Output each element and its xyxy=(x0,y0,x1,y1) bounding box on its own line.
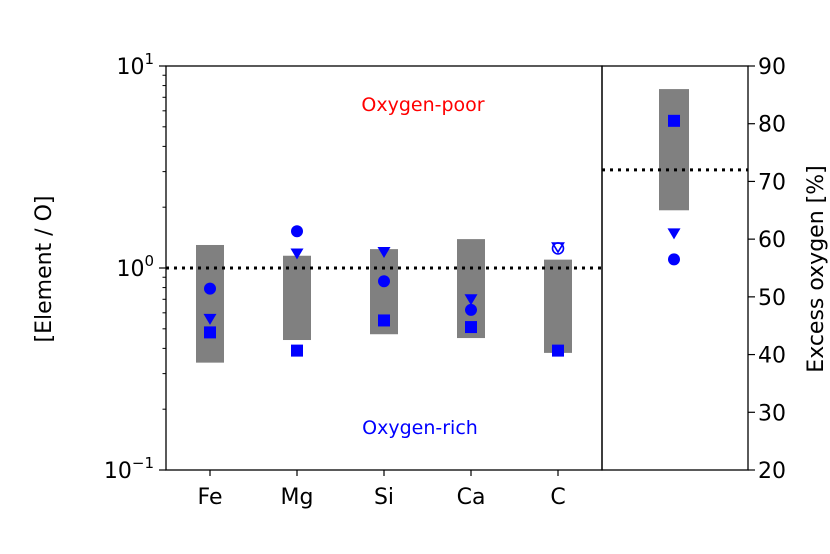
x-tick-label-mg: Mg xyxy=(281,485,314,510)
y-axis-left-label: [Element / O] xyxy=(32,196,57,343)
data-point-circle-fe xyxy=(204,282,216,295)
y-axis-right-label: Excess oxygen [%] xyxy=(804,165,829,372)
y-right-tick-label: 60 xyxy=(758,228,786,253)
side-panel-frame xyxy=(601,65,749,471)
data-point-square-mg xyxy=(291,344,303,357)
range-bar-excess-oxygen xyxy=(659,89,689,211)
data-point-square-fe xyxy=(204,326,216,339)
y-tick-label: 101 xyxy=(116,50,154,80)
data-point-square-c xyxy=(552,344,564,357)
annotation-oxygen-rich: Oxygen-rich xyxy=(362,417,478,439)
y-right-tick-label: 30 xyxy=(758,401,786,426)
y-right-tick-label: 40 xyxy=(758,344,786,369)
range-bar-fe xyxy=(196,244,224,363)
x-tick-label-si: Si xyxy=(374,485,394,510)
y-tick-label: 100 xyxy=(116,252,154,282)
data-point-open-triangle-c xyxy=(551,242,565,254)
data-point-triangle-ca xyxy=(464,294,478,306)
axis-ticks: Fe Mg Si Ca C 10−1 100 101 20 30 40 50 60 70 80 90 xyxy=(104,50,786,510)
y-right-tick-label: 80 xyxy=(758,113,786,138)
x-tick-label-ca: Ca xyxy=(457,485,486,510)
y-right-tick-label: 70 xyxy=(758,170,786,195)
y-right-tick-label: 20 xyxy=(758,459,786,484)
x-tick-label-c: C xyxy=(550,485,565,510)
y-tick-label: 10−1 xyxy=(104,454,154,484)
annotation-oxygen-poor: Oxygen-poor xyxy=(361,94,484,116)
data-point-square-ca xyxy=(465,321,477,334)
axis-frames xyxy=(165,65,749,471)
y-right-tick-label: 90 xyxy=(758,55,786,80)
y-right-tick-label: 50 xyxy=(758,286,786,311)
excess-oxygen-point-triangle xyxy=(667,228,681,240)
main-panel xyxy=(166,225,602,363)
data-point-circle-mg xyxy=(291,225,303,238)
data-point-circle-si xyxy=(378,275,390,288)
data-point-triangle-si xyxy=(377,247,391,259)
excess-oxygen-panel xyxy=(602,89,748,266)
excess-oxygen-point-circle xyxy=(668,253,680,266)
range-bar-mg xyxy=(283,255,311,341)
data-point-triangle-mg xyxy=(290,248,304,260)
data-point-circle-ca xyxy=(465,303,477,316)
x-tick-label-fe: Fe xyxy=(198,485,223,510)
excess-oxygen-point-square xyxy=(668,114,680,127)
range-bar-c xyxy=(544,259,572,353)
data-point-square-si xyxy=(378,314,390,327)
data-point-triangle-fe xyxy=(203,313,217,325)
